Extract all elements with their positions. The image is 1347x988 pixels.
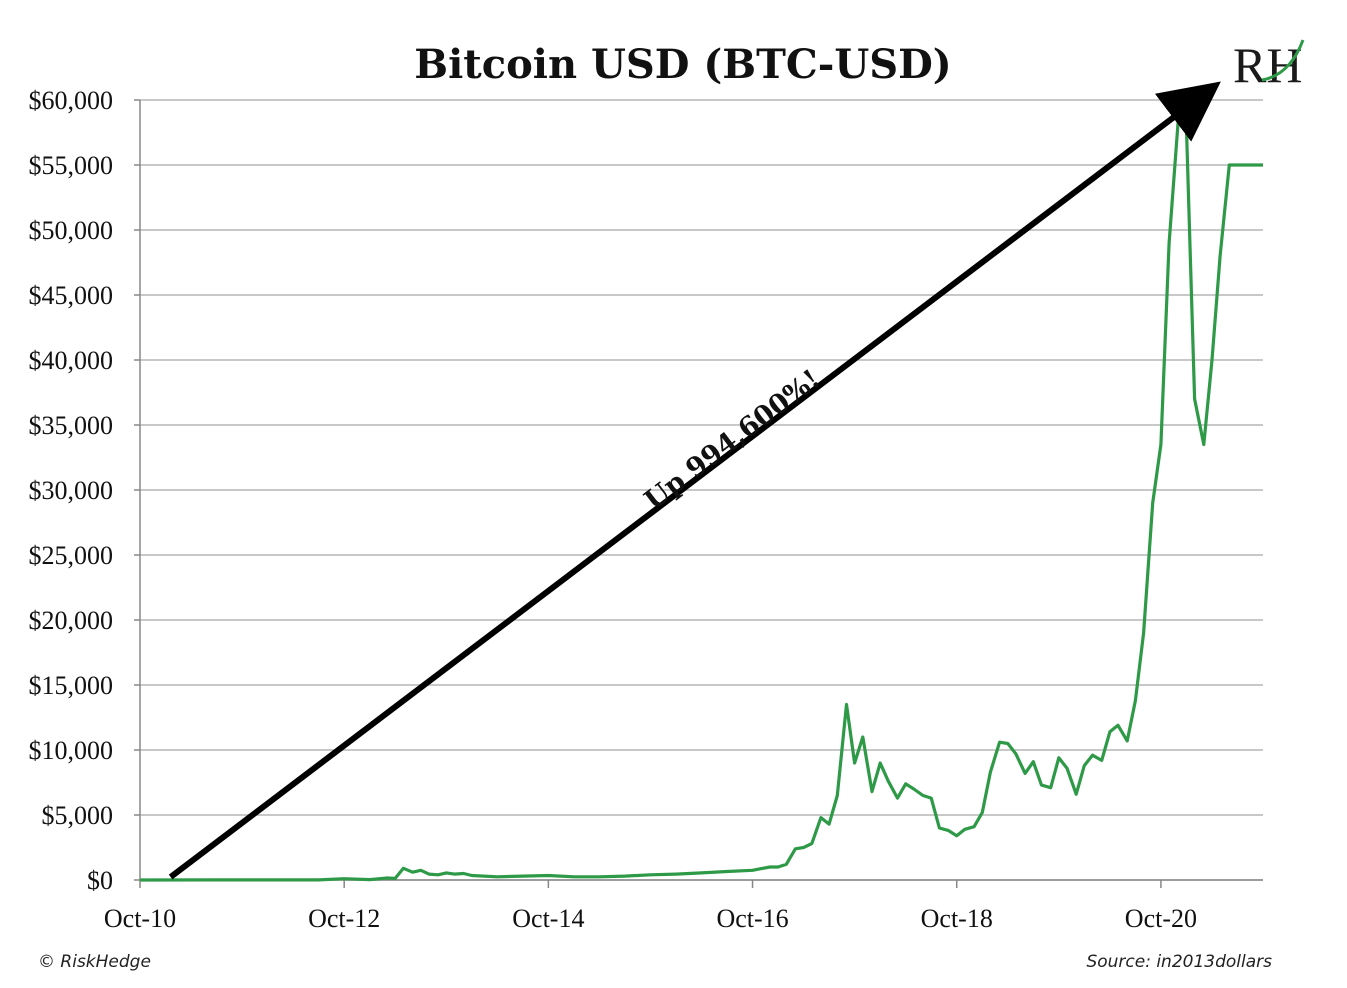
y-tick-label: $25,000 bbox=[29, 541, 114, 570]
x-axis: Oct-10 Oct-12 Oct-14 Oct-16 Oct-18 Oct-20 bbox=[104, 879, 1263, 933]
y-tick-label: $20,000 bbox=[29, 606, 114, 635]
y-tick-label: $35,000 bbox=[29, 411, 114, 440]
x-tick-label: Oct-16 bbox=[716, 904, 788, 933]
y-tick-label: $40,000 bbox=[29, 346, 114, 375]
series bbox=[139, 117, 1263, 882]
chart-title: Bitcoin USD (BTC-USD) bbox=[414, 41, 951, 88]
y-tick-label: $50,000 bbox=[29, 216, 114, 245]
x-tick-label: Oct-14 bbox=[512, 904, 584, 933]
x-tick-label: Oct-20 bbox=[1125, 904, 1197, 933]
source: Source: in2013dollars bbox=[1086, 952, 1272, 972]
y-tick-label: $30,000 bbox=[29, 476, 114, 505]
y-tick-label: $55,000 bbox=[29, 151, 114, 180]
x-tick-label: Oct-12 bbox=[308, 904, 380, 933]
annotation-label: Up 994,600%! bbox=[639, 364, 826, 517]
logo: RH bbox=[1233, 37, 1305, 93]
x-tick-label: Oct-18 bbox=[921, 904, 993, 933]
x-tick-label: Oct-10 bbox=[104, 904, 176, 933]
annotation-arrow bbox=[168, 81, 1221, 880]
y-tick-label: $5,000 bbox=[42, 801, 114, 830]
y-axis: $0 $5,000 $10,000 $15,000 $20,000 $25,000 $30,… bbox=[29, 86, 141, 895]
y-tick-label: $15,000 bbox=[29, 671, 114, 700]
series-line bbox=[139, 117, 1263, 882]
copyright: © RiskHedge bbox=[38, 952, 151, 972]
annotation: Up 994,600%! bbox=[168, 81, 1221, 880]
y-tick-label: $10,000 bbox=[29, 736, 114, 765]
grid bbox=[140, 99, 1263, 881]
logo-swoosh bbox=[1261, 39, 1305, 82]
y-tick-label: $45,000 bbox=[29, 281, 114, 310]
y-tick-label: $60,000 bbox=[29, 86, 114, 115]
y-tick-label: $0 bbox=[87, 866, 113, 895]
logo-text: RH bbox=[1233, 37, 1302, 93]
